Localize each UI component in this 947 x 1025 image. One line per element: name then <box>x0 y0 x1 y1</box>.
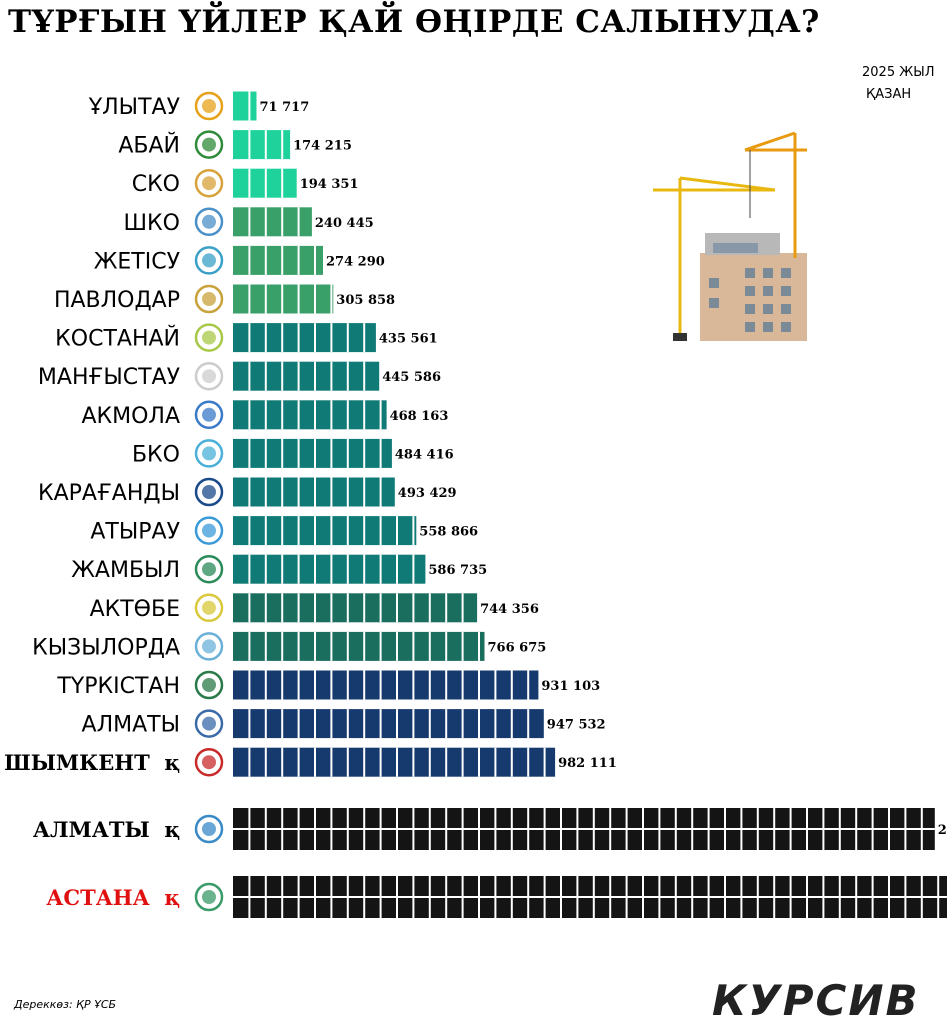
value-label-18: 982 111 <box>558 756 617 771</box>
value-label-19: 2 139 760 <box>938 823 947 838</box>
category-label-19: АЛМАТЫ қ <box>33 817 180 842</box>
page-title: ТҰРҒЫН ҮЙЛЕР ҚАЙ ӨҢІРДЕ САЛЫНУДА? <box>8 4 820 40</box>
value-label-12: 558 866 <box>419 525 478 540</box>
category-label-18: ШЫМКЕНТ қ <box>4 750 180 775</box>
bar-14 <box>233 593 478 623</box>
emblem-core <box>202 822 216 836</box>
emblem-core <box>202 369 216 384</box>
bar-7 <box>233 323 376 353</box>
value-label-17: 947 532 <box>547 718 606 733</box>
value-label-4: 240 445 <box>315 216 374 231</box>
value-label-11: 493 429 <box>398 486 457 501</box>
category-label-16: ТҮРКІСТАН <box>56 674 180 699</box>
brand-logo: КУРСИВ <box>712 976 920 1025</box>
bar-4 <box>233 207 312 237</box>
category-label-7: КОСТАНАЙ <box>55 326 180 352</box>
bar-17 <box>233 709 544 739</box>
emblem-core <box>202 446 216 461</box>
category-label-11: КАРАҒАНДЫ <box>38 481 180 506</box>
source-note: Дереккөз: ҚР ҰСБ <box>14 998 117 1011</box>
bar-10 <box>233 438 392 468</box>
emblem-core <box>202 890 216 904</box>
value-label-6: 305 858 <box>336 293 395 308</box>
emblem-core <box>202 292 216 306</box>
category-label-6: ПАВЛОДАР <box>54 288 180 313</box>
bar-11 <box>233 477 395 507</box>
bar-8 <box>233 361 380 391</box>
value-label-13: 586 735 <box>428 563 487 578</box>
emblem-core <box>202 214 216 229</box>
category-label-10: БКО <box>132 442 180 467</box>
category-label-8: МАНҒЫСТАУ <box>38 365 181 390</box>
bar-5 <box>233 245 323 275</box>
emblem-core <box>202 485 216 499</box>
emblem-core <box>202 600 216 615</box>
category-label-1: ҰЛЫТАУ <box>88 95 181 120</box>
emblem-core <box>202 253 216 268</box>
bar-1 <box>233 91 257 121</box>
bar-chart: 71 717 ҰЛЫТАУ 174 215 АБАЙ 194 351 СКО 240 445… <box>4 91 947 918</box>
emblem-core <box>202 330 216 345</box>
category-label-17: АЛМАТЫ <box>82 713 180 738</box>
category-label-2: АБАЙ <box>118 133 180 159</box>
emblem-core <box>202 407 216 422</box>
emblem-core <box>202 137 216 152</box>
value-label-10: 484 416 <box>395 447 454 462</box>
bar-12 <box>233 516 417 546</box>
date-year: 2025 ЖЫЛ <box>862 65 935 80</box>
category-label-12: АТЫРАУ <box>90 520 180 545</box>
category-label-14: АКТӨБЕ <box>90 597 180 622</box>
value-label-2: 174 215 <box>293 139 352 154</box>
emblem-core <box>202 716 216 731</box>
emblem-core <box>202 639 216 654</box>
category-label-20: АСТАНА қ <box>46 885 180 910</box>
bar-9 <box>233 400 387 430</box>
value-label-14: 744 356 <box>480 602 539 617</box>
value-label-15: 766 675 <box>488 640 547 655</box>
bar-2 <box>233 130 291 160</box>
bar-15 <box>233 631 485 661</box>
emblem-core <box>202 755 216 770</box>
value-label-7: 435 561 <box>379 332 438 347</box>
value-label-16: 931 103 <box>541 679 600 694</box>
value-label-3: 194 351 <box>300 177 359 192</box>
value-label-9: 468 163 <box>390 409 449 424</box>
emblem-core <box>202 176 216 191</box>
emblem-core <box>202 523 216 538</box>
emblem-core <box>202 678 216 692</box>
construction-crane-illustration <box>653 131 807 341</box>
category-label-5: ЖЕТІСУ <box>94 249 181 274</box>
category-label-13: ЖАМБЫЛ <box>71 558 180 583</box>
bar-16 <box>233 670 539 700</box>
category-label-4: ШКО <box>124 211 180 236</box>
value-label-1: 71 717 <box>260 100 310 115</box>
crane-right <box>744 131 807 258</box>
category-label-9: АКМОЛА <box>81 404 180 429</box>
category-label-15: КЫЗЫЛОРДА <box>32 635 180 660</box>
bar-18 <box>233 747 556 777</box>
crane-left <box>653 176 776 338</box>
emblem-core <box>202 562 216 577</box>
value-label-5: 274 290 <box>326 254 385 269</box>
category-label-3: СКО <box>132 172 180 197</box>
value-label-8: 445 586 <box>382 370 441 385</box>
date-month: ҚАЗАН <box>866 87 912 102</box>
emblem-core <box>202 99 216 113</box>
